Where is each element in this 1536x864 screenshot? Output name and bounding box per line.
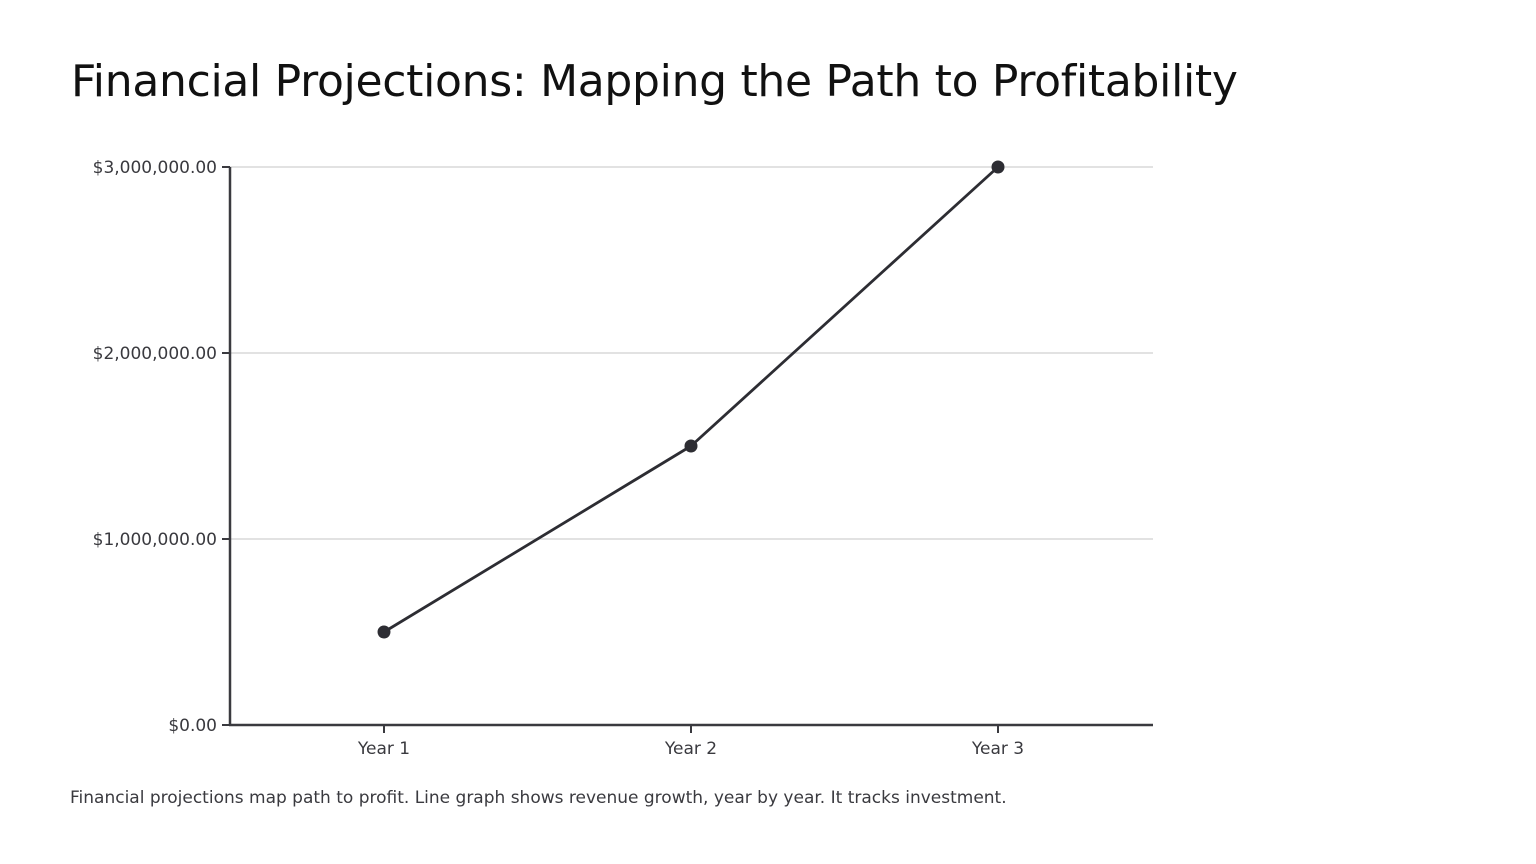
slide-title: Financial Projections: Mapping the Path …: [71, 56, 1238, 107]
x-tick-label: Year 3: [971, 739, 1024, 759]
data-point: [991, 160, 1005, 174]
series: [377, 160, 1005, 639]
x-tick-label: Year 2: [664, 739, 717, 759]
y-tick-label: $1,000,000.00: [93, 530, 217, 550]
data-point: [377, 625, 391, 639]
series-line: [382, 165, 1000, 634]
data-point: [684, 439, 698, 453]
chart-caption: Financial projections map path to profit…: [70, 788, 1007, 808]
y-tick-label: $3,000,000.00: [93, 158, 217, 178]
y-tick-label: $2,000,000.00: [93, 344, 217, 364]
y-axis-ticks: $0.00 $1,000,000.00 $2,000,000.00 $3,000,00…: [93, 158, 230, 736]
x-tick-label: Year 1: [357, 739, 410, 759]
x-axis-ticks: Year 1 Year 2 Year 3: [357, 725, 1024, 759]
grid-lines: [230, 166, 1153, 540]
y-tick-label: $0.00: [168, 716, 217, 736]
